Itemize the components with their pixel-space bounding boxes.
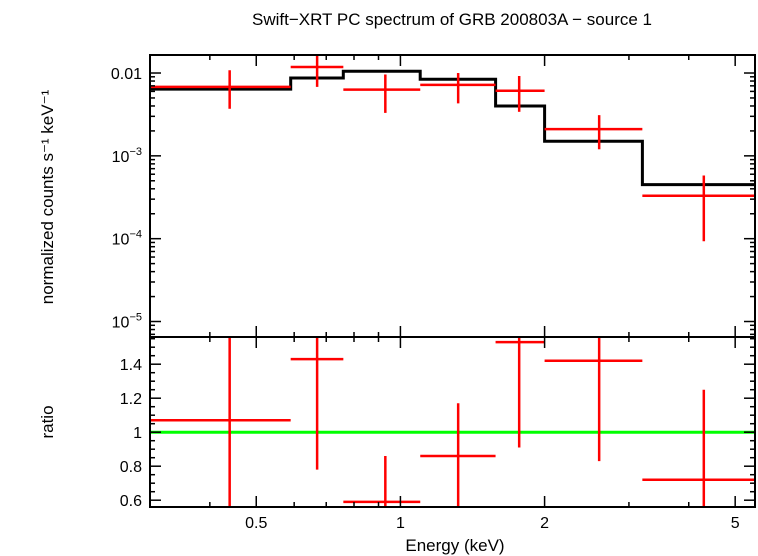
spectrum-data-point-6 [544, 115, 643, 150]
ratio-data-point-6 [544, 337, 643, 462]
ratio-data-point-1 [150, 337, 291, 507]
spectrum-data-point-4 [420, 73, 496, 104]
ratio-frame [149, 336, 756, 508]
spectrum-panel: 0.01 10−3 10−4 10−5 normalized counts s⁻¹ k… [38, 54, 756, 338]
spectrum-model-line [150, 69, 755, 187]
chart-title: Swift−XRT PC spectrum of GRB 200803A − s… [252, 10, 652, 29]
spectrum-y-axis-label: normalized counts s⁻¹ keV⁻¹ [38, 89, 57, 304]
spectrum-data-point-7 [642, 175, 755, 242]
spectrum-y-tick-label: 10−3 [112, 146, 142, 166]
spectrum-data-point-2 [290, 55, 344, 87]
x-tick-label: 5 [731, 515, 740, 532]
ratio-y-tick-label: 0.8 [120, 459, 142, 476]
ratio-data-point-5 [495, 337, 545, 448]
x-axis-label: Energy (keV) [405, 536, 504, 555]
ratio-y-axis-label: ratio [38, 405, 57, 438]
ratio-y-tick-label: 0.6 [120, 493, 142, 510]
ratio-y-tick-label: 1.4 [120, 357, 142, 374]
spectrum-data-point-1 [150, 70, 291, 109]
ratio-data-point-4 [420, 403, 496, 507]
ratio-data-point-7 [642, 389, 755, 507]
spectrum-y-tick-label: 0.01 [111, 66, 142, 83]
ratio-data-point-2 [290, 337, 344, 470]
ratio-data-point-3 [343, 456, 421, 507]
ratio-y-tick-label: 1.2 [120, 391, 142, 408]
x-tick-label: 0.5 [245, 515, 267, 532]
spectrum-data-point-3 [343, 74, 421, 113]
x-tick-label: 1 [396, 515, 405, 532]
spectrum-data-point-5 [495, 76, 545, 112]
spectrum-y-tick-label: 10−5 [112, 312, 142, 332]
ratio-panel: 0.6 0.8 1 1.2 1.4 0.5 1 2 5 ratio [38, 336, 756, 532]
ratio-y-tick-label: 1 [133, 425, 142, 442]
spectrum-y-tick-label: 10−4 [112, 229, 142, 249]
x-tick-label: 2 [540, 515, 549, 532]
